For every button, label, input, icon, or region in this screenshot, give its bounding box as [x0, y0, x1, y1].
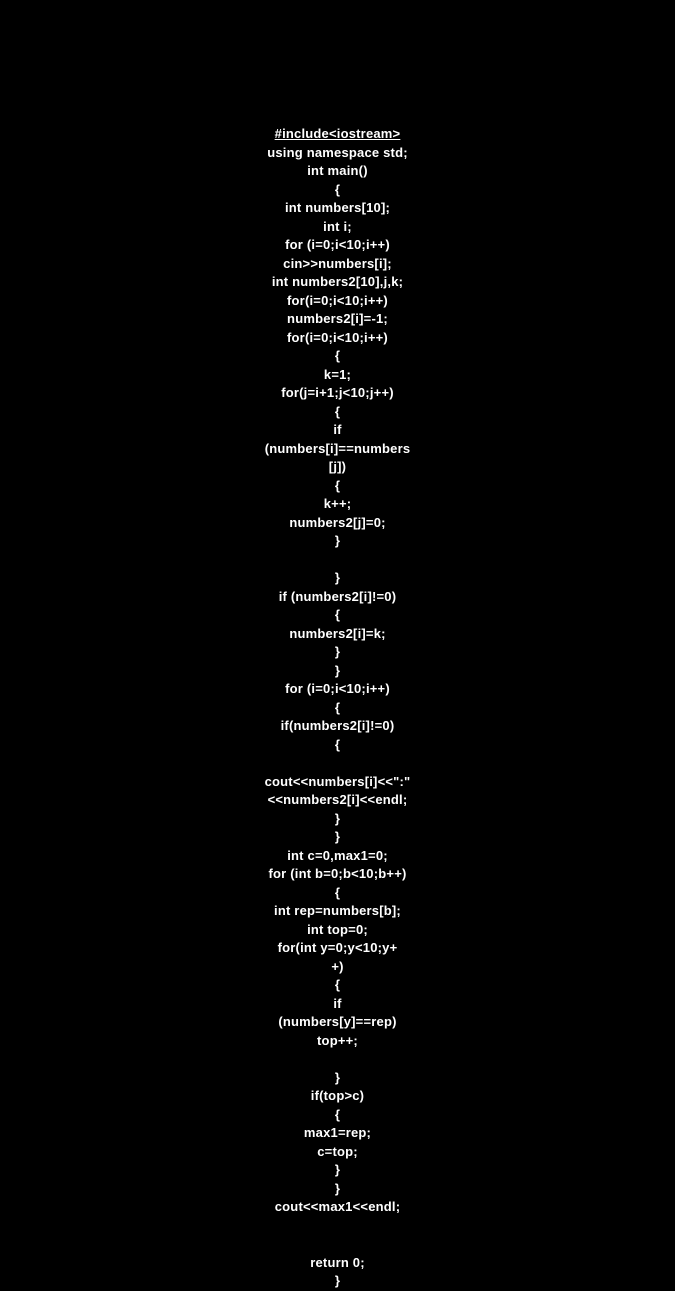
code-line: +) — [331, 958, 343, 977]
code-line: k=1; — [324, 366, 351, 385]
code-line: k++; — [324, 495, 352, 514]
code-line: { — [335, 477, 340, 496]
code-line: numbers2[j]=0; — [289, 514, 385, 533]
code-line: { — [335, 1106, 340, 1125]
code-line: int rep=numbers[b]; — [274, 902, 401, 921]
code-line: for (i=0;i<10;i++) — [285, 680, 390, 699]
code-line: return 0; — [310, 1254, 365, 1273]
code-line: int c=0,max1=0; — [287, 847, 388, 866]
code-line: for (i=0;i<10;i++) — [285, 236, 390, 255]
code-line: if (numbers2[i]!=0) — [279, 588, 397, 607]
code-line: { — [335, 976, 340, 995]
code-line: { — [335, 699, 340, 718]
code-line: } — [335, 532, 340, 551]
code-line: c=top; — [317, 1143, 358, 1162]
code-line: } — [335, 810, 340, 829]
code-line: cout<<numbers[i]<<":" — [265, 773, 411, 792]
code-line: int i; — [323, 218, 352, 237]
code-line: { — [335, 181, 340, 200]
code-line: { — [335, 347, 340, 366]
code-line: for(int y=0;y<10;y+ — [278, 939, 398, 958]
code-line: } — [335, 662, 340, 681]
code-line: } — [335, 1161, 340, 1180]
code-line: <<numbers2[i]<<endl; — [268, 791, 408, 810]
code-line: for(i=0;i<10;i++) — [287, 292, 388, 311]
code-line: cin>>numbers[i]; — [283, 255, 392, 274]
code-line: using namespace std; — [267, 144, 408, 163]
code-line: } — [335, 828, 340, 847]
code-block: #include<iostream>using namespace std;in… — [0, 125, 675, 1291]
code-line: } — [335, 1180, 340, 1199]
code-line: max1=rep; — [304, 1124, 371, 1143]
code-line: { — [335, 736, 340, 755]
code-line: numbers2[i]=-1; — [287, 310, 388, 329]
code-line: top++; — [317, 1032, 358, 1051]
code-line: if — [333, 421, 341, 440]
code-line: (numbers[i]==numbers — [265, 440, 411, 459]
code-line: { — [335, 606, 340, 625]
code-line: } — [335, 643, 340, 662]
code-line: (numbers[y]==rep) — [278, 1013, 396, 1032]
code-line: } — [335, 569, 340, 588]
code-line: for(i=0;i<10;i++) — [287, 329, 388, 348]
code-line: { — [335, 403, 340, 422]
code-line: } — [335, 1272, 340, 1291]
code-line: int main() — [307, 162, 368, 181]
code-line: int numbers2[10],j,k; — [272, 273, 403, 292]
code-line: int numbers[10]; — [285, 199, 390, 218]
code-line: } — [335, 1069, 340, 1088]
code-line: numbers2[i]=k; — [289, 625, 385, 644]
code-line: for (int b=0;b<10;b++) — [268, 865, 406, 884]
code-line: #include<iostream> — [275, 125, 401, 144]
code-line: if(top>c) — [311, 1087, 364, 1106]
code-line: cout<<max1<<endl; — [275, 1198, 401, 1217]
code-line: for(j=i+1;j<10;j++) — [281, 384, 394, 403]
code-line: [j]) — [329, 458, 346, 477]
code-line: if(numbers2[i]!=0) — [281, 717, 395, 736]
code-line: int top=0; — [307, 921, 368, 940]
code-line: { — [335, 884, 340, 903]
code-line: if — [333, 995, 341, 1014]
